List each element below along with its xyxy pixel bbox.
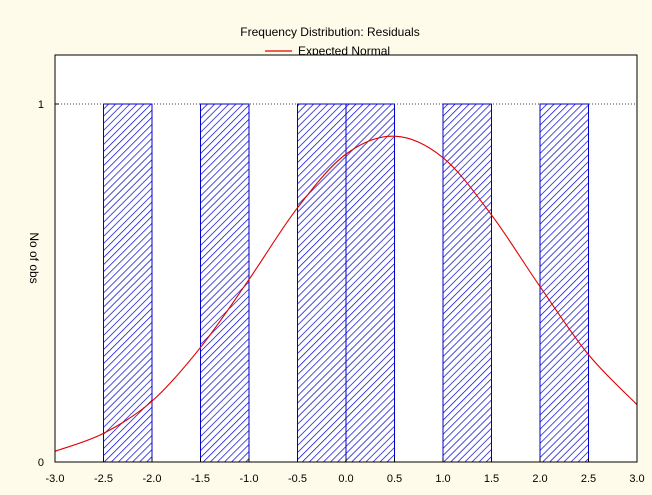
x-tick-label: 3.0 bbox=[629, 473, 644, 485]
x-tick-label: 2.5 bbox=[581, 473, 596, 485]
x-tick-label: -2.0 bbox=[143, 473, 162, 485]
histogram-bar bbox=[442, 103, 492, 463]
x-axis: -3.0 -2.5 -2.0 -1.5 -1.0 -0.5 0.0 0.5 1.0 1.5 2.0 2… bbox=[46, 458, 645, 485]
x-tick-label: -1.5 bbox=[191, 473, 210, 485]
x-tick-label: 1.0 bbox=[435, 473, 450, 485]
chart-title: Frequency Distribution: Residuals bbox=[240, 25, 419, 39]
y-tick-label: 0 bbox=[38, 457, 44, 469]
y-axis-label: No of obs bbox=[27, 232, 41, 283]
histogram-bar bbox=[297, 103, 347, 463]
x-tick-label: 0.0 bbox=[338, 473, 353, 485]
histogram-bars bbox=[103, 103, 589, 463]
x-tick-label: -3.0 bbox=[46, 473, 65, 485]
histogram-bar bbox=[200, 103, 250, 463]
x-tick-label: -1.0 bbox=[240, 473, 259, 485]
y-tick-label: 1 bbox=[38, 99, 44, 111]
x-tick-label: -2.5 bbox=[94, 473, 113, 485]
x-tick-label: 1.5 bbox=[484, 473, 499, 485]
y-axis: 01 bbox=[38, 99, 59, 469]
histogram-bar bbox=[345, 103, 395, 463]
expected-normal-curve bbox=[55, 135, 637, 452]
histogram-bar bbox=[539, 103, 589, 463]
histogram-bar bbox=[103, 103, 153, 463]
x-tick-label: 2.0 bbox=[532, 473, 547, 485]
x-tick-label: 0.5 bbox=[387, 473, 402, 485]
x-tick-label: -0.5 bbox=[288, 473, 307, 485]
